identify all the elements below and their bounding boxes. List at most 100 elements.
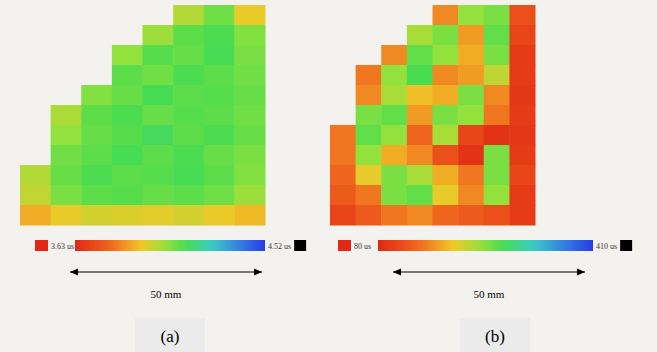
heat-cell xyxy=(433,25,459,46)
heat-cell xyxy=(509,5,535,26)
heat-cell xyxy=(509,125,535,146)
heat-cell xyxy=(143,65,174,86)
heatmap xyxy=(20,5,266,226)
heat-cell xyxy=(51,185,82,206)
scale-arrow xyxy=(70,271,262,272)
heat-cell xyxy=(484,145,510,166)
heat-cell xyxy=(433,65,459,86)
heat-cell xyxy=(381,125,407,146)
panel: 3.63 us4.52 us50 mm(a) xyxy=(20,5,306,352)
heat-cell xyxy=(509,185,535,206)
heat-cell xyxy=(81,85,112,106)
heat-cell xyxy=(407,185,433,206)
heat-cell xyxy=(112,145,143,166)
heat-cell xyxy=(484,185,510,206)
heat-cell xyxy=(20,165,51,186)
heat-cell xyxy=(407,145,433,166)
heat-cell xyxy=(484,165,510,186)
scale-arrow xyxy=(393,271,585,272)
heat-cell xyxy=(509,45,535,66)
heat-cell xyxy=(204,125,235,146)
heat-cell xyxy=(204,105,235,126)
heat-cell xyxy=(112,85,143,106)
heat-cell xyxy=(143,85,174,106)
heat-cell xyxy=(143,25,174,46)
heat-cell xyxy=(356,205,382,226)
heat-cell xyxy=(458,145,484,166)
colorbar-label: 4.52 us xyxy=(268,242,291,251)
heat-cell xyxy=(381,165,407,186)
heat-cell xyxy=(381,185,407,206)
heat-cell xyxy=(81,165,112,186)
heat-cell xyxy=(484,105,510,126)
heat-cell xyxy=(458,65,484,86)
colorbar-label: 410 us xyxy=(596,242,617,251)
heat-cell xyxy=(173,105,204,126)
heat-cell xyxy=(433,205,459,226)
heat-cell xyxy=(234,205,265,226)
heat-cell xyxy=(509,165,535,186)
heat-cell xyxy=(484,25,510,46)
heat-cell xyxy=(433,105,459,126)
colorbar-tick xyxy=(378,240,379,251)
heat-cell xyxy=(143,165,174,186)
heat-cell xyxy=(458,45,484,66)
colorbar-low-box xyxy=(338,240,351,251)
heat-cell xyxy=(51,125,82,146)
heat-cell xyxy=(81,105,112,126)
heat-cell xyxy=(20,205,51,226)
heat-cell xyxy=(458,185,484,206)
heat-cell xyxy=(356,65,382,86)
heat-cell xyxy=(173,45,204,66)
heat-cell xyxy=(458,105,484,126)
heat-cell xyxy=(234,185,265,206)
heat-cell xyxy=(458,25,484,46)
heat-cell xyxy=(356,185,382,206)
heat-cell xyxy=(173,205,204,226)
colorbar-label: 80 us xyxy=(354,242,371,251)
colorbar xyxy=(378,240,593,251)
heat-cell xyxy=(433,85,459,106)
heat-cell xyxy=(381,45,407,66)
heat-cell xyxy=(112,65,143,86)
heat-cell xyxy=(433,5,459,26)
heat-cell xyxy=(356,125,382,146)
colorbar-high-box xyxy=(294,240,306,251)
heat-cell xyxy=(112,165,143,186)
heat-cell xyxy=(234,145,265,166)
heat-cell xyxy=(204,145,235,166)
heat-cell xyxy=(204,165,235,186)
heat-cell xyxy=(173,125,204,146)
heat-cell xyxy=(484,85,510,106)
heat-cell xyxy=(407,45,433,66)
heat-cell xyxy=(509,105,535,126)
heat-cell xyxy=(484,205,510,226)
heat-cell xyxy=(330,185,356,206)
heat-cell xyxy=(381,105,407,126)
colorbar xyxy=(75,240,265,251)
heat-cell xyxy=(234,5,265,26)
colorbar-tick xyxy=(75,240,76,251)
heat-cell xyxy=(51,165,82,186)
heat-cell xyxy=(204,25,235,46)
heat-cell xyxy=(330,205,356,226)
scale-label: 50 mm xyxy=(474,288,505,300)
heat-cell xyxy=(81,185,112,206)
heat-cell xyxy=(458,165,484,186)
heat-cell xyxy=(173,25,204,46)
heat-cell xyxy=(81,205,112,226)
heat-cell xyxy=(143,105,174,126)
panel-label: (b) xyxy=(485,327,505,346)
heat-cell xyxy=(51,205,82,226)
colorbar-label: 3.63 us xyxy=(51,242,74,251)
figure: 3.63 us4.52 us50 mm(a)80 us410 us50 mm(b… xyxy=(0,0,657,352)
heat-cell xyxy=(173,165,204,186)
heat-cell xyxy=(509,65,535,86)
heat-cell xyxy=(484,5,510,26)
heat-cell xyxy=(433,165,459,186)
heat-cell xyxy=(51,145,82,166)
panel-label-box xyxy=(135,318,205,352)
heat-cell xyxy=(458,85,484,106)
heat-cell xyxy=(204,85,235,106)
heat-cell xyxy=(407,25,433,46)
